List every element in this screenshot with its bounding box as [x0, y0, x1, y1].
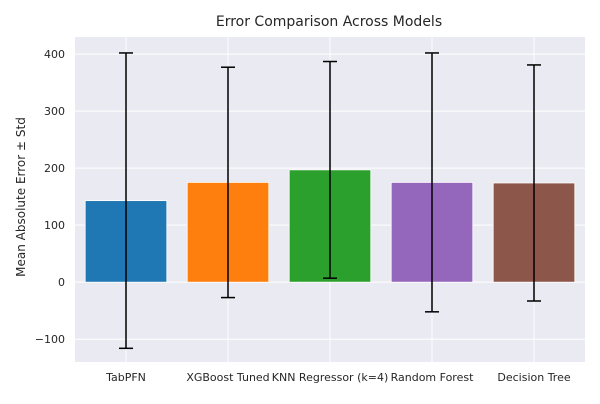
y-tick-label: 0 [58, 276, 65, 289]
x-tick-label: XGBoost Tuned [186, 371, 269, 384]
y-tick-label: 300 [44, 105, 65, 118]
x-tick-label: KNN Regressor (k=4) [272, 371, 389, 384]
y-axis-label: Mean Absolute Error ± Std [14, 117, 28, 277]
y-tick-label: −100 [35, 333, 65, 346]
x-axis-ticks: TabPFN XGBoost Tuned KNN Regressor (k=4) Ra… [105, 371, 571, 384]
x-tick-label: Random Forest [391, 371, 474, 384]
x-tick-label: TabPFN [105, 371, 146, 384]
error-bars [119, 52, 541, 350]
x-tick-label: Decision Tree [497, 371, 570, 384]
chart-title: Error Comparison Across Models [216, 14, 442, 30]
y-tick-label: 400 [44, 48, 65, 61]
y-axis-ticks: −100 0 100 200 300 400 [35, 48, 65, 346]
y-tick-label: 100 [44, 219, 65, 232]
y-tick-label: 200 [44, 162, 65, 175]
